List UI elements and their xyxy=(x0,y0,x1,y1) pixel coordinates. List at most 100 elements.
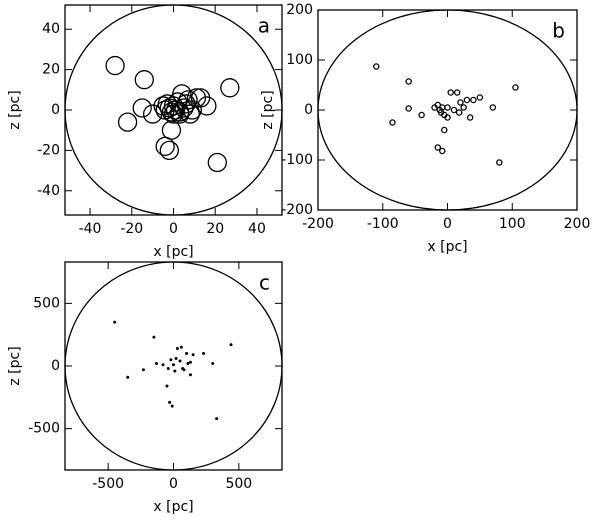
point xyxy=(166,366,170,371)
x-tick-label: -200 xyxy=(302,216,334,232)
panel-label: c xyxy=(259,271,270,295)
panel-label: b xyxy=(552,19,565,43)
x-tick-label: 0 xyxy=(443,216,452,232)
point xyxy=(460,104,467,111)
point xyxy=(117,112,138,132)
point xyxy=(444,114,451,121)
x-tick-label: -100 xyxy=(367,216,399,232)
point xyxy=(439,147,446,155)
point xyxy=(159,140,179,161)
point xyxy=(165,384,169,388)
point xyxy=(447,89,454,96)
y-tick-label: 20 xyxy=(42,62,60,78)
y-axis-label: z [pc] xyxy=(260,90,276,129)
point xyxy=(220,78,240,98)
point xyxy=(113,320,117,324)
point xyxy=(170,404,174,408)
point xyxy=(512,84,519,91)
x-tick-label: 40 xyxy=(248,221,266,237)
point xyxy=(418,111,425,119)
point xyxy=(185,351,189,356)
point xyxy=(178,359,182,363)
y-tick-label: -20 xyxy=(37,142,60,158)
point xyxy=(154,361,159,366)
point xyxy=(389,119,396,126)
point xyxy=(476,94,484,101)
point xyxy=(373,63,380,70)
point xyxy=(188,373,193,377)
point xyxy=(132,98,152,118)
point xyxy=(207,152,227,173)
point xyxy=(169,358,173,362)
point xyxy=(453,89,461,96)
point xyxy=(186,361,190,366)
point xyxy=(489,104,497,111)
point xyxy=(181,366,185,371)
x-tick-label: 0 xyxy=(169,476,178,492)
point xyxy=(161,363,165,367)
x-tick-label: -500 xyxy=(92,476,124,492)
point xyxy=(463,96,471,104)
point xyxy=(161,120,182,140)
point xyxy=(215,417,219,421)
y-tick-label: -500 xyxy=(28,421,60,437)
point xyxy=(450,106,458,114)
point xyxy=(134,70,154,90)
point xyxy=(170,102,190,122)
y-tick-label: 40 xyxy=(42,21,60,37)
point xyxy=(171,363,176,367)
point xyxy=(126,375,130,379)
y-axis-label: z [pc] xyxy=(7,90,23,129)
x-tick-label: 500 xyxy=(225,476,252,492)
point xyxy=(405,105,412,112)
point xyxy=(496,159,503,166)
point xyxy=(229,343,233,347)
y-tick-label: -100 xyxy=(281,152,313,168)
x-tick-label: -40 xyxy=(79,221,102,237)
point xyxy=(174,356,178,361)
point xyxy=(175,346,179,351)
x-tick-label: 100 xyxy=(499,216,526,232)
y-axis-label: z [pc] xyxy=(7,346,23,385)
point xyxy=(457,99,464,106)
point xyxy=(434,144,442,151)
y-tick-label: 0 xyxy=(51,102,60,118)
point xyxy=(466,114,474,121)
point xyxy=(186,88,207,108)
point xyxy=(191,353,195,357)
point xyxy=(444,104,451,111)
point xyxy=(188,360,193,364)
x-axis-label: x [pc] xyxy=(427,239,467,255)
point xyxy=(173,369,177,373)
y-tick-label: 200 xyxy=(286,2,313,18)
point xyxy=(405,78,412,85)
y-tick-label: 0 xyxy=(51,358,60,374)
y-tick-label: 500 xyxy=(33,295,60,311)
point xyxy=(211,361,215,366)
y-tick-label: -200 xyxy=(281,202,313,218)
point xyxy=(455,109,463,116)
point xyxy=(190,88,211,108)
point xyxy=(152,335,156,339)
panel-label: a xyxy=(258,14,270,38)
point xyxy=(168,400,172,404)
x-axis-label: x [pc] xyxy=(153,244,193,260)
x-tick-label: -20 xyxy=(120,221,143,237)
point xyxy=(155,136,175,156)
x-tick-label: 20 xyxy=(206,221,224,237)
point xyxy=(441,126,448,134)
point xyxy=(470,96,477,104)
y-tick-label: -40 xyxy=(37,183,60,199)
point xyxy=(105,55,125,76)
x-tick-label: 200 xyxy=(564,216,591,232)
x-tick-label: 0 xyxy=(169,221,178,237)
point xyxy=(142,104,163,124)
point xyxy=(202,351,206,356)
y-tick-label: 100 xyxy=(286,52,313,68)
point xyxy=(141,368,145,372)
point xyxy=(197,96,217,116)
point xyxy=(431,104,438,111)
point xyxy=(179,345,183,349)
y-tick-label: 0 xyxy=(304,102,313,118)
